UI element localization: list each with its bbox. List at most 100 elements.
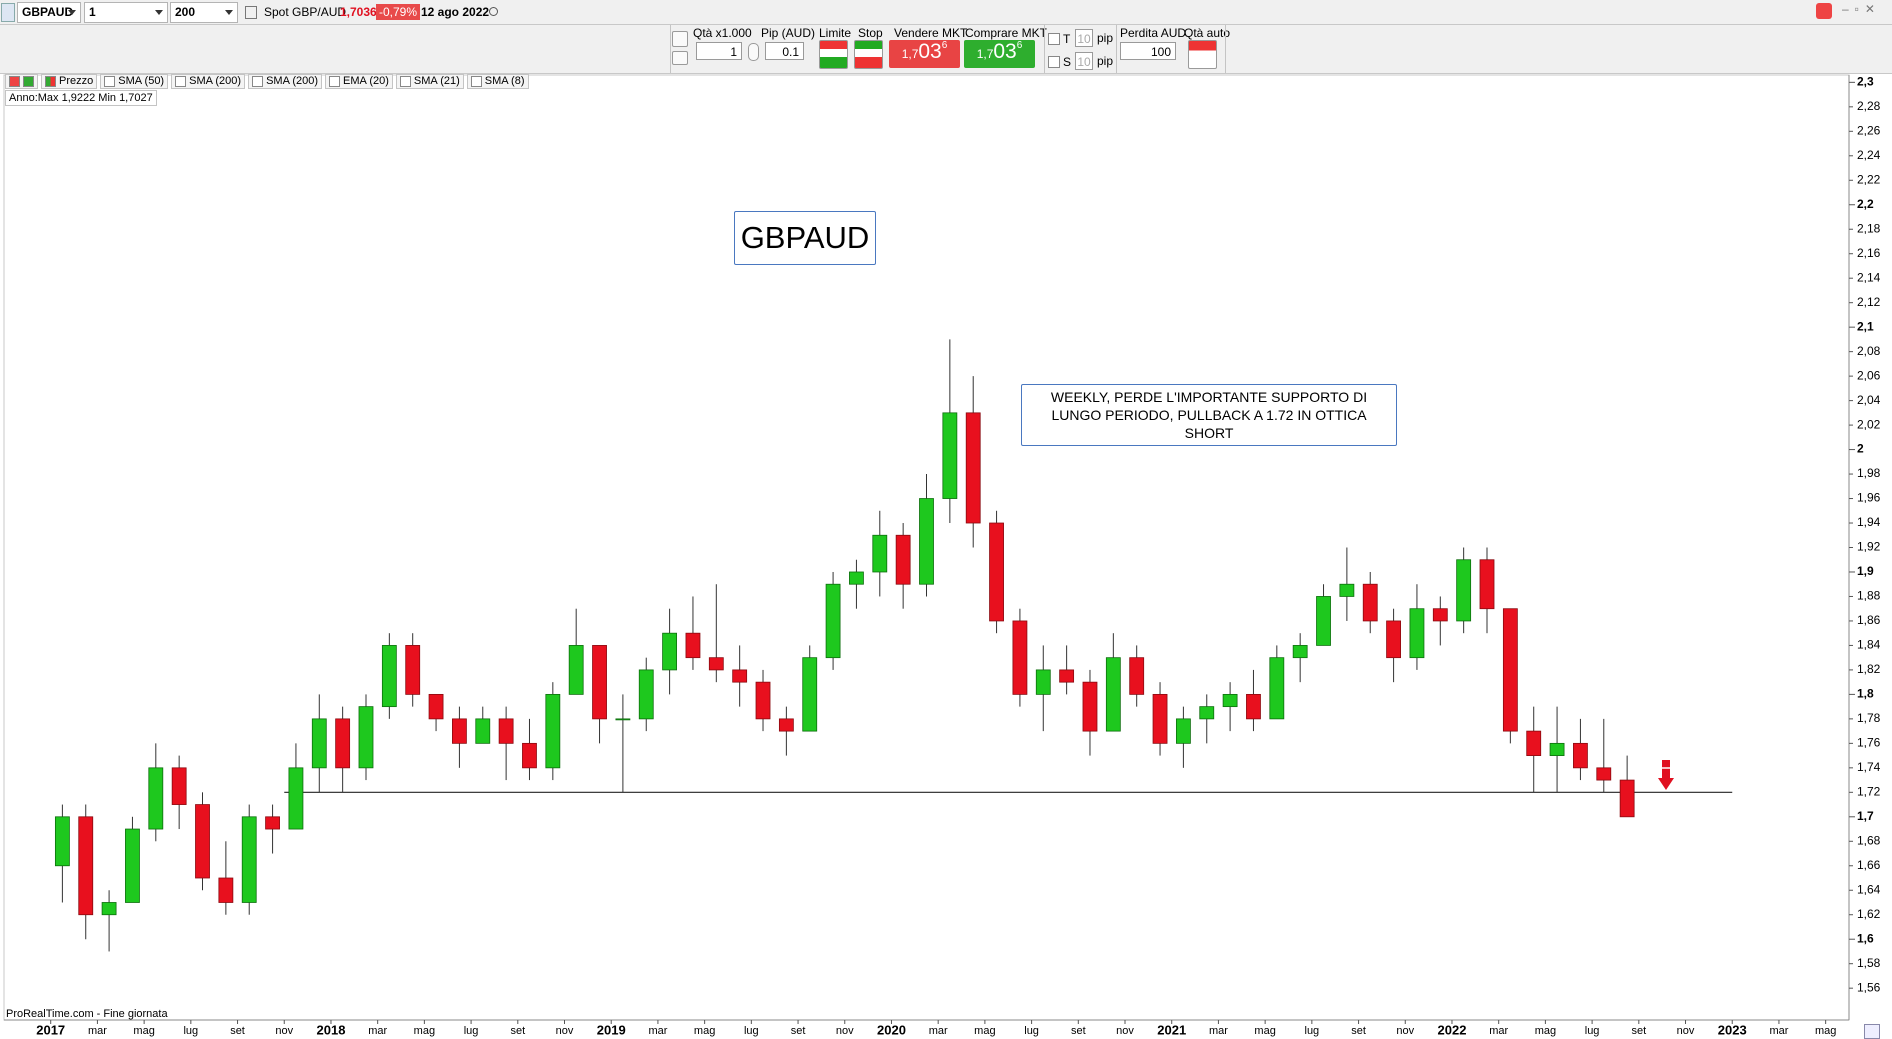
- candle-body: [1152, 693, 1168, 744]
- t-checkbox[interactable]: [1048, 33, 1060, 45]
- x-tick-label: set: [510, 1025, 525, 1037]
- auto-button[interactable]: [1188, 40, 1217, 69]
- indicator[interactable]: SMA (8): [466, 74, 529, 89]
- candle-body: [1386, 620, 1401, 659]
- candle-body: [685, 632, 701, 659]
- indicator[interactable]: Prezzo: [41, 74, 98, 89]
- s-pip-unit: pip: [1097, 54, 1114, 68]
- status-dot: [489, 7, 498, 16]
- candle-body: [1105, 657, 1121, 732]
- candle-body: [1316, 596, 1331, 646]
- stop-button[interactable]: [854, 40, 883, 69]
- candle-body: [1199, 706, 1215, 720]
- y-tick-label: 2,16: [1857, 246, 1881, 260]
- separator: [1116, 25, 1117, 73]
- x-tick-label: 2019: [597, 1022, 626, 1037]
- indicator-row: Prezzo SMA (50) SMA (200) SMA (200) EMA (20)…: [5, 74, 529, 89]
- x-tick-label: mag: [133, 1025, 154, 1037]
- indicator-label: SMA (200): [189, 75, 242, 87]
- y-tick-label: 1,8: [1857, 687, 1874, 701]
- indicator-checkbox[interactable]: [175, 76, 187, 87]
- symbol-select[interactable]: GBPAUD: [17, 2, 81, 23]
- x-tick-label: mar: [929, 1025, 948, 1037]
- separator: [1044, 25, 1045, 73]
- spot-change: -0,79%: [376, 4, 421, 20]
- candle-body: [802, 657, 818, 732]
- indicator-checkbox[interactable]: [329, 76, 341, 87]
- settings-icon[interactable]: [672, 31, 688, 47]
- units-select[interactable]: 200 unità: [170, 2, 238, 38]
- link-icon[interactable]: [748, 43, 759, 61]
- sell-button[interactable]: 1,7036: [889, 40, 960, 68]
- indicator-checkbox[interactable]: [399, 76, 411, 87]
- candle-body: [1502, 608, 1518, 732]
- t-pips[interactable]: 10: [1075, 29, 1093, 47]
- y-tick-label: 1,96: [1857, 491, 1881, 505]
- buy-label: Comprare MKT: [965, 26, 1048, 40]
- candle-body: [965, 412, 981, 524]
- candle-body: [1222, 693, 1238, 708]
- pip-input[interactable]: 0.1: [765, 42, 804, 60]
- timeframe-select[interactable]: 1 settimana: [84, 2, 168, 38]
- indicator-checkbox[interactable]: [45, 76, 56, 87]
- s-pips[interactable]: 10: [1075, 52, 1093, 70]
- candle-body: [615, 718, 631, 721]
- candle-body: [428, 693, 444, 720]
- x-tick-label: mar: [88, 1025, 107, 1037]
- indicator-checkbox[interactable]: [252, 76, 264, 87]
- loss-input[interactable]: 100: [1120, 42, 1176, 60]
- indicator[interactable]: SMA (21): [395, 74, 464, 89]
- candle-body: [895, 534, 911, 585]
- window-controls[interactable]: –▫✕: [1842, 2, 1881, 16]
- buy-button[interactable]: 1,7036: [964, 40, 1035, 68]
- candle-body: [825, 583, 841, 659]
- menu-icon[interactable]: [1, 3, 15, 22]
- y-tick-label: 1,66: [1857, 858, 1881, 872]
- limit-button[interactable]: [819, 40, 848, 69]
- indicator[interactable]: SMA (50): [100, 74, 169, 89]
- y-tick-label: 2,12: [1857, 295, 1881, 309]
- y-tick-label: 1,86: [1857, 613, 1881, 627]
- qty-input[interactable]: 1: [696, 42, 742, 60]
- sync-icon[interactable]: [1816, 3, 1832, 19]
- sell-price-sup: 6: [941, 40, 948, 51]
- x-tick-label: 2022: [1438, 1022, 1467, 1037]
- candle-body: [265, 816, 280, 830]
- buy-price-sup: 6: [1016, 40, 1023, 51]
- x-tick-label: mag: [694, 1025, 715, 1037]
- indicator[interactable]: SMA (200): [171, 74, 246, 89]
- candle-body: [241, 816, 257, 903]
- keyboard-icon[interactable]: [672, 51, 688, 65]
- indicator-label: SMA (200): [266, 75, 319, 87]
- indicator[interactable]: SMA (200): [248, 74, 323, 89]
- y-tick-label: 2,02: [1857, 417, 1881, 431]
- candle-body: [78, 816, 94, 916]
- text-annotation: WEEKLY, PERDE L'IMPORTANTE SUPPORTO DI L…: [1021, 384, 1397, 446]
- x-tick-label: 2021: [1157, 1022, 1186, 1037]
- x-tick-label: nov: [836, 1025, 854, 1037]
- s-checkbox[interactable]: [1048, 56, 1060, 68]
- candle-body: [1082, 681, 1098, 732]
- indicator-label: SMA (50): [118, 75, 165, 87]
- separator: [1225, 25, 1226, 73]
- y-tick-label: 2,28: [1857, 99, 1881, 113]
- indicator[interactable]: EMA (20): [325, 74, 393, 89]
- candle-body: [1292, 645, 1308, 659]
- limit-label: Limite: [819, 26, 852, 40]
- y-tick-label: 1,72: [1857, 784, 1881, 798]
- candle-body: [662, 632, 678, 671]
- x-tick-label: 2023: [1718, 1022, 1747, 1037]
- tool-icons[interactable]: [5, 74, 38, 89]
- candle-body: [148, 767, 164, 830]
- candle-body: [405, 645, 421, 695]
- scroll-icon[interactable]: [1864, 1024, 1880, 1039]
- indicator-checkbox[interactable]: [470, 76, 482, 87]
- info-icon[interactable]: [245, 6, 257, 19]
- buy-price-small: 1,7: [976, 47, 994, 61]
- y-tick-label: 1,68: [1857, 833, 1881, 847]
- y-tick-label: 2,06: [1857, 368, 1881, 382]
- candle-body: [1456, 559, 1472, 622]
- x-tick-label: mag: [1535, 1025, 1556, 1037]
- candle-body: [1362, 583, 1378, 622]
- indicator-checkbox[interactable]: [104, 76, 116, 87]
